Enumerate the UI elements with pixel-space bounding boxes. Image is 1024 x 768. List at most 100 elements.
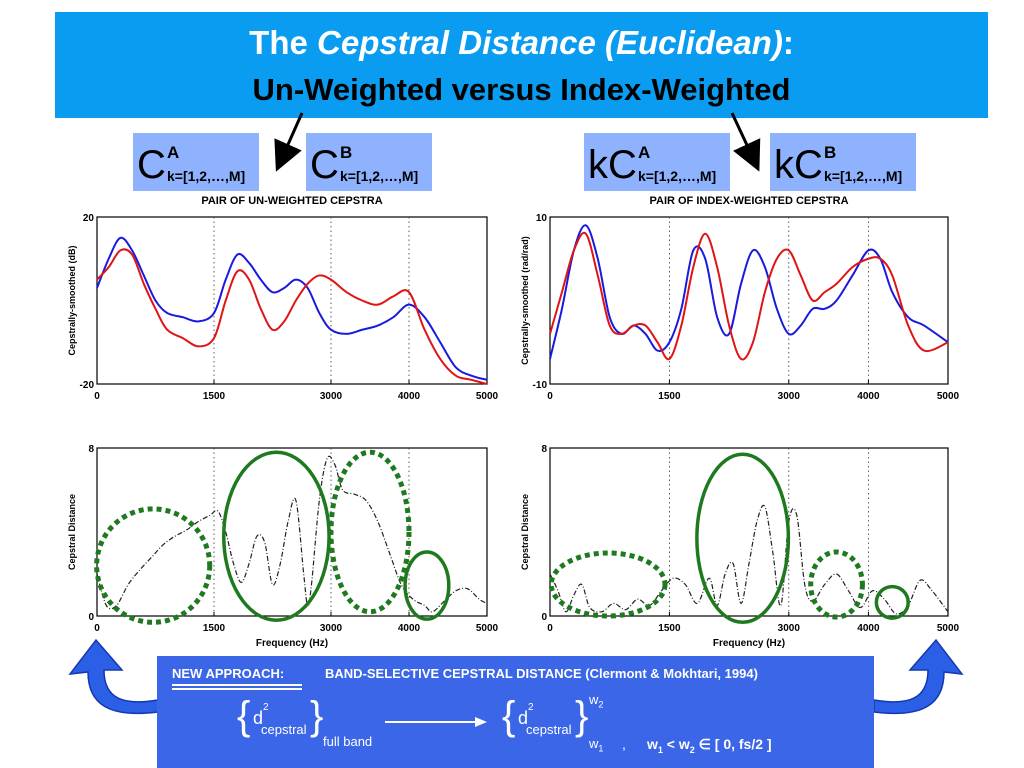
plot-frame [96, 216, 488, 385]
x-tick-label: 1500 [203, 623, 226, 634]
label-sub: k=[1,2,…,M] [167, 168, 246, 184]
chart-title-weighted: PAIR OF INDEX-WEIGHTED CEPSTRA [649, 195, 849, 207]
y-tick-label: 20 [83, 213, 95, 224]
y-tick-label: 10 [536, 213, 548, 224]
label-main: C [310, 143, 339, 187]
title-suffix: : [782, 24, 794, 61]
y-tick-label: -20 [80, 380, 95, 391]
brace-open-right: { [502, 694, 516, 738]
formula-comma: , [622, 736, 626, 752]
y-axis-label: Cepstrally-smoothed (dB) [67, 245, 77, 355]
x-tick-label: 5000 [476, 391, 499, 402]
label-sub: k=[1,2,…,M] [824, 168, 903, 184]
plot-frame [96, 447, 488, 617]
title-prefix: The [249, 24, 318, 61]
title-italic: Cepstral Distance (Euclidean) [317, 24, 783, 61]
label-kca: kC A k=[1,2,…,M] [584, 133, 730, 191]
label-sup: B [340, 143, 353, 162]
series-line [549, 231, 949, 361]
series-line [549, 504, 949, 615]
label-sub: k=[1,2,…,M] [638, 168, 717, 184]
arrow-left [274, 112, 304, 172]
label-sup: A [167, 143, 180, 162]
formula-exp-left: 2 [263, 702, 269, 713]
y-axis-label: Cepstrally-smoothed (rad/rad) [520, 236, 530, 365]
underline-2 [172, 688, 302, 690]
formula-fullband: full band [323, 734, 373, 749]
underline-1 [172, 684, 302, 686]
solid-ellipse [695, 452, 791, 625]
series-line [549, 224, 949, 360]
series-line [96, 236, 488, 381]
formula-arrow [385, 717, 487, 727]
curved-arrow-right [873, 638, 964, 715]
formula-d-right: d [518, 708, 529, 728]
solid-ellipse [222, 450, 331, 622]
x-tick-label: 3000 [778, 391, 801, 402]
brace-open-left: { [237, 694, 251, 738]
formula-range: w1 < w2 ∈ [ 0, fs/2 ] [647, 736, 772, 755]
x-tick-label: 5000 [937, 623, 960, 634]
x-tick-label: 1500 [658, 623, 681, 634]
dotted-ellipse [548, 550, 668, 619]
x-tick-label: 1500 [658, 391, 681, 402]
series-line [96, 455, 488, 613]
plot-frame [549, 447, 949, 617]
formula-w2: w2 [589, 692, 604, 710]
label-main: kC [774, 143, 823, 187]
page-title: The Cepstral Distance (Euclidean): [55, 24, 988, 62]
label-main: kC [588, 143, 637, 187]
y-tick-label: 8 [88, 444, 94, 455]
curved-arrow-left [68, 638, 159, 715]
x-tick-label: 4000 [398, 391, 421, 402]
formula-cepstral-left: cepstral [261, 722, 307, 737]
y-tick-label: 0 [541, 612, 547, 623]
label-cb: C B k=[1,2,…,M] [306, 133, 432, 191]
x-tick-label: 3000 [778, 623, 801, 634]
x-tick-label: 0 [94, 623, 100, 634]
x-tick-label: 4000 [857, 623, 880, 634]
approach-description: BAND-SELECTIVE CEPSTRAL DISTANCE (Clermo… [325, 666, 758, 681]
formula-w1: w1 [589, 736, 604, 754]
x-tick-label: 4000 [857, 391, 880, 402]
brace-close-left: } [310, 694, 324, 738]
x-tick-label: 0 [547, 623, 553, 634]
title-banner: The Cepstral Distance (Euclidean): Un-We… [55, 12, 988, 118]
y-tick-label: 8 [541, 444, 547, 455]
y-tick-label: 0 [88, 612, 94, 623]
x-tick-label: 5000 [476, 623, 499, 634]
x-tick-label: 1500 [203, 391, 226, 402]
y-tick-label: -10 [533, 380, 548, 391]
x-tick-label: 3000 [320, 623, 343, 634]
x-tick-label: 0 [94, 391, 100, 402]
formula-cepstral-right: cepstral [526, 722, 572, 737]
plot-frame [549, 216, 949, 385]
label-sup: B [824, 143, 837, 162]
x-tick-label: 4000 [398, 623, 421, 634]
label-sub: k=[1,2,…,M] [340, 168, 419, 184]
new-approach-label: NEW APPROACH: [172, 666, 285, 681]
page-subtitle: Un-Weighted versus Index-Weighted [252, 72, 791, 107]
x-tick-label: 5000 [937, 391, 960, 402]
solid-ellipse [874, 584, 910, 620]
dotted-ellipse [808, 549, 865, 620]
solid-ellipse [403, 550, 451, 621]
x-axis-label: Frequency (Hz) [713, 638, 785, 649]
new-approach-box: NEW APPROACH: BAND-SELECTIVE CEPSTRAL DI… [157, 656, 874, 768]
label-kcb: kC B k=[1,2,…,M] [770, 133, 916, 191]
dotted-ellipse [94, 506, 213, 625]
formula-d-left: d [253, 708, 264, 728]
dotted-ellipse [328, 449, 412, 615]
label-sup: A [638, 143, 651, 162]
x-tick-label: 3000 [320, 391, 343, 402]
y-axis-label: Cepstral Distance [67, 494, 77, 570]
chart-title-unweighted: PAIR OF UN-WEIGHTED CEPSTRA [201, 195, 383, 207]
y-axis-label: Cepstral Distance [520, 494, 530, 570]
brace-close-right: } [575, 694, 589, 738]
formula-exp-right: 2 [528, 702, 534, 713]
x-tick-label: 0 [547, 391, 553, 402]
arrow-right [730, 112, 761, 172]
